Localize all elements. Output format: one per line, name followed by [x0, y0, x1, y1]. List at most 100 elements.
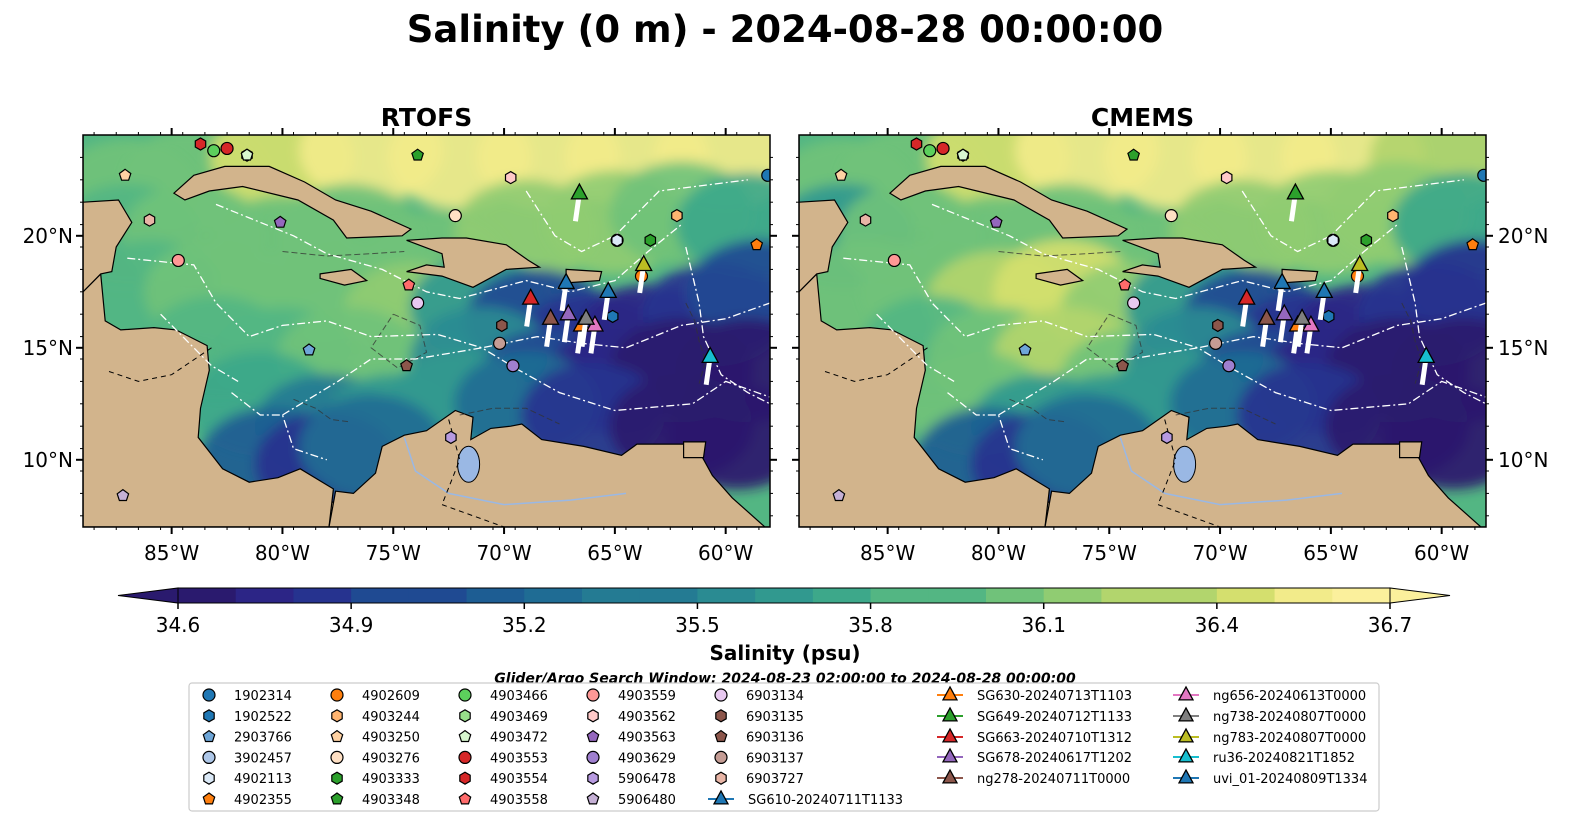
map-panel-rtofs: RTOFS 85°W 80°W 75°W 70°W 65°W 60°W 10°N 15°N 20°… — [23, 103, 777, 565]
argo-float-6903134 — [411, 296, 425, 310]
argo-float-4903333 — [644, 233, 657, 247]
eez-boundary — [843, 257, 1486, 349]
land-caribbeanCoast — [83, 272, 335, 527]
eez-boundary — [931, 203, 1398, 300]
glider-ng278-20240711T0000 — [1257, 308, 1276, 325]
legend-marker-4903553 — [458, 750, 472, 765]
legend-label: 4903244 — [362, 710, 420, 725]
legend-marker-6903727 — [715, 771, 727, 785]
argo-float-4903472 — [240, 148, 254, 161]
argo-float-6903137 — [1209, 336, 1223, 350]
lat-tick-label: 15°N — [23, 336, 73, 360]
argo-float-4903629 — [1222, 359, 1236, 373]
glider-SG663-20240710T1312 — [521, 287, 540, 305]
depth-contour — [685, 302, 707, 384]
argo-float-4903348 — [1127, 148, 1141, 161]
lon-tick-label: 80°W — [971, 541, 1026, 565]
lat-tick-label: 15°N — [1498, 336, 1548, 360]
argo-float-4903466 — [207, 144, 221, 158]
lon-tick-label: 65°W — [1303, 541, 1358, 565]
legend-label: 1902522 — [234, 710, 292, 725]
argo-float-1902522 — [1322, 309, 1335, 324]
legend-marker-3902457 — [202, 750, 216, 765]
legend-label: 4903348 — [362, 793, 420, 808]
legend-label: 4902355 — [234, 793, 292, 808]
country-border — [821, 347, 928, 382]
legend-box — [188, 682, 1380, 812]
legend-label: 4903559 — [618, 689, 676, 704]
argo-float-2903766 — [1018, 343, 1032, 356]
argo-float-6903135 — [1212, 318, 1224, 333]
salinity-cell — [686, 239, 770, 344]
legend-label: 4902113 — [234, 772, 292, 787]
land-hispaniola — [406, 237, 542, 288]
legend: 1902314 1902522 2903766 3902457 4902113 49023… — [188, 682, 1380, 812]
argo-float-4903563 — [989, 215, 1003, 228]
glider-SG649-20240712T1133 — [570, 182, 589, 200]
glider-uvi_01-20240809T1334 — [599, 281, 618, 299]
argo-float-4903558 — [1118, 278, 1132, 291]
land-jamaica — [319, 268, 369, 286]
argo-float-4903553 — [936, 141, 950, 156]
argo-float-4903348 — [411, 148, 425, 161]
colorbar-segment — [1101, 588, 1160, 603]
argo-float-4903244 — [671, 208, 683, 223]
panel-title-cmems: CMEMS — [1091, 103, 1194, 132]
land-trinidad — [1398, 441, 1423, 459]
colorbar-segment — [408, 588, 468, 603]
colorbar-segment — [293, 588, 352, 603]
land-southAmerica — [1044, 409, 1486, 527]
eez-boundary — [525, 179, 748, 253]
glider-ng738-20240807T0000 — [576, 308, 596, 325]
colorbar-segment — [1216, 588, 1276, 603]
legend-marker-SG610-20240711T1133 — [712, 789, 730, 805]
legend-label: 4903333 — [362, 772, 420, 787]
argo-float-4903333 — [1360, 233, 1373, 247]
legend-label: 3902457 — [234, 751, 292, 766]
legend-label: 4903554 — [490, 772, 548, 787]
legend-label: 4903629 — [618, 751, 676, 766]
lat-tick-label: 10°N — [23, 448, 73, 472]
colorbar-segment — [812, 588, 872, 603]
land-puertoRico — [1281, 268, 1319, 284]
argo-float-4902113 — [1327, 233, 1339, 247]
argo-float-4902355 — [1466, 238, 1480, 251]
land-yucatan — [799, 199, 849, 293]
glider-ng278-20240711T0000 — [541, 308, 560, 325]
colorbar-segment — [1332, 588, 1391, 603]
country-border — [105, 347, 212, 382]
depth-contour — [998, 251, 1121, 257]
legend-marker-5906478 — [587, 771, 599, 785]
argo-float-4903466 — [923, 144, 937, 158]
legend-label: 1902314 — [234, 689, 292, 704]
land-puertoRico — [565, 268, 603, 284]
colorbar-tick-label: 34.9 — [329, 613, 374, 637]
glider-SG663-20240710T1312 — [1237, 287, 1256, 305]
legend-marker-ng783-20240807T0000 — [1177, 727, 1195, 743]
river — [1119, 437, 1343, 506]
legend-marker-SG678-20240617T1202 — [941, 747, 959, 763]
argo-float-4903562 — [504, 170, 517, 185]
legend-marker-uvi_01-20240809T1334 — [1177, 768, 1195, 784]
legend-label: SG610-20240711T1133 — [748, 793, 903, 808]
map-area — [799, 135, 1486, 527]
lon-tick-label: 75°W — [366, 541, 421, 565]
country-border — [1157, 419, 1276, 527]
argo-float-4903276 — [1164, 209, 1178, 223]
colorbar-label: Salinity (psu) — [709, 641, 860, 665]
legend-marker-ng278-20240711T0000 — [941, 768, 959, 784]
legend-marker-ng738-20240807T0000 — [1177, 706, 1195, 722]
colorbar-tick-label: 36.4 — [1195, 613, 1240, 637]
lon-tick-label: 85°W — [144, 541, 199, 565]
lon-tick-label: 65°W — [587, 541, 642, 565]
eez-boundary — [160, 313, 239, 382]
colorbar-segment — [1159, 588, 1218, 603]
lake-maracaibo — [1173, 445, 1197, 483]
lon-tick-label: 70°W — [476, 541, 531, 565]
land-cuba — [888, 165, 1129, 239]
river — [403, 437, 627, 506]
legend-marker-ng656-20240613T0000 — [1177, 685, 1195, 701]
legend-label: 4903563 — [618, 731, 676, 746]
colorbar-tick-label: 35.2 — [502, 613, 547, 637]
legend-label: 4903466 — [490, 689, 548, 704]
